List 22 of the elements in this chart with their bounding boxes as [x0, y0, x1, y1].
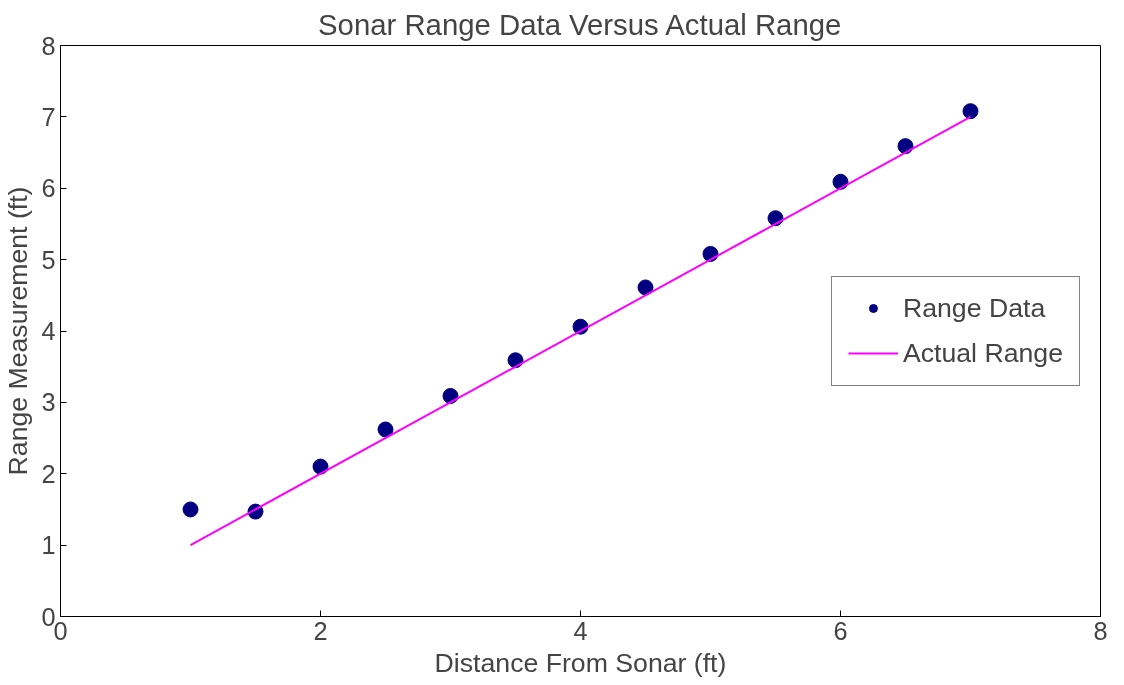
- y-tick-label: 6: [41, 174, 56, 203]
- legend-label: Range Data: [902, 292, 1046, 324]
- x-tick-label: 4: [573, 616, 588, 645]
- point: [182, 501, 199, 518]
- y-tick-label: 1: [41, 531, 56, 560]
- x-tick-label: 6: [833, 616, 848, 645]
- x-axis-title: Distance From Sonar (ft): [434, 647, 727, 678]
- point: [637, 279, 654, 296]
- point: [962, 103, 979, 120]
- y-tick-label: 7: [41, 102, 56, 131]
- legend-label: Actual Range: [902, 337, 1063, 369]
- chart-title: Sonar Range Data Versus Actual Range: [318, 7, 842, 41]
- y-tick-label: 4: [41, 317, 56, 345]
- point: [312, 458, 329, 475]
- x-tick-label: 2: [313, 616, 328, 645]
- y-axis-title: Range Measurement (ft): [3, 186, 34, 476]
- y-tick-label: 8: [41, 31, 56, 60]
- y-tick-label: 3: [41, 388, 56, 417]
- y-tick-label: 2: [41, 459, 56, 488]
- x-tick-label: 8: [1093, 616, 1108, 645]
- point: [377, 421, 394, 438]
- y-tick-label: 5: [41, 245, 56, 274]
